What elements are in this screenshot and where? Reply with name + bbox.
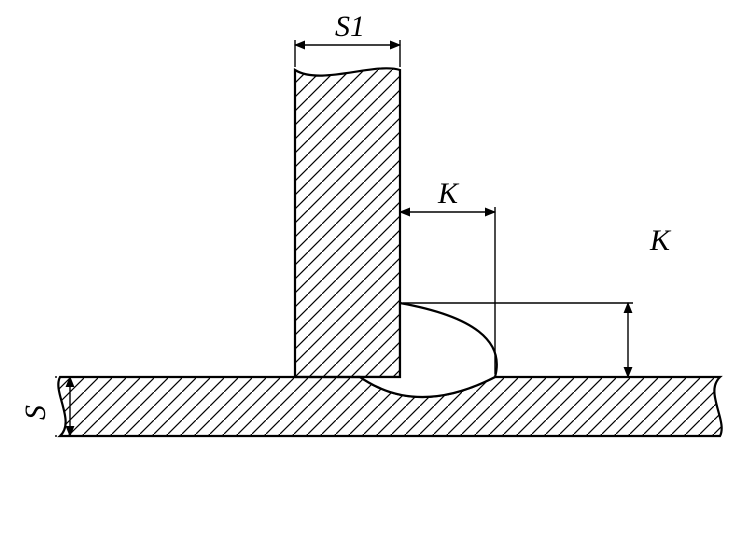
- vertical-plate-hatch: [0, 0, 735, 536]
- dimension-label-k-vert: K: [649, 224, 672, 257]
- dimension-label-s1: S1: [335, 10, 365, 43]
- dimension-label-s: S: [19, 405, 52, 420]
- dimension-label-k-horiz: K: [437, 177, 460, 210]
